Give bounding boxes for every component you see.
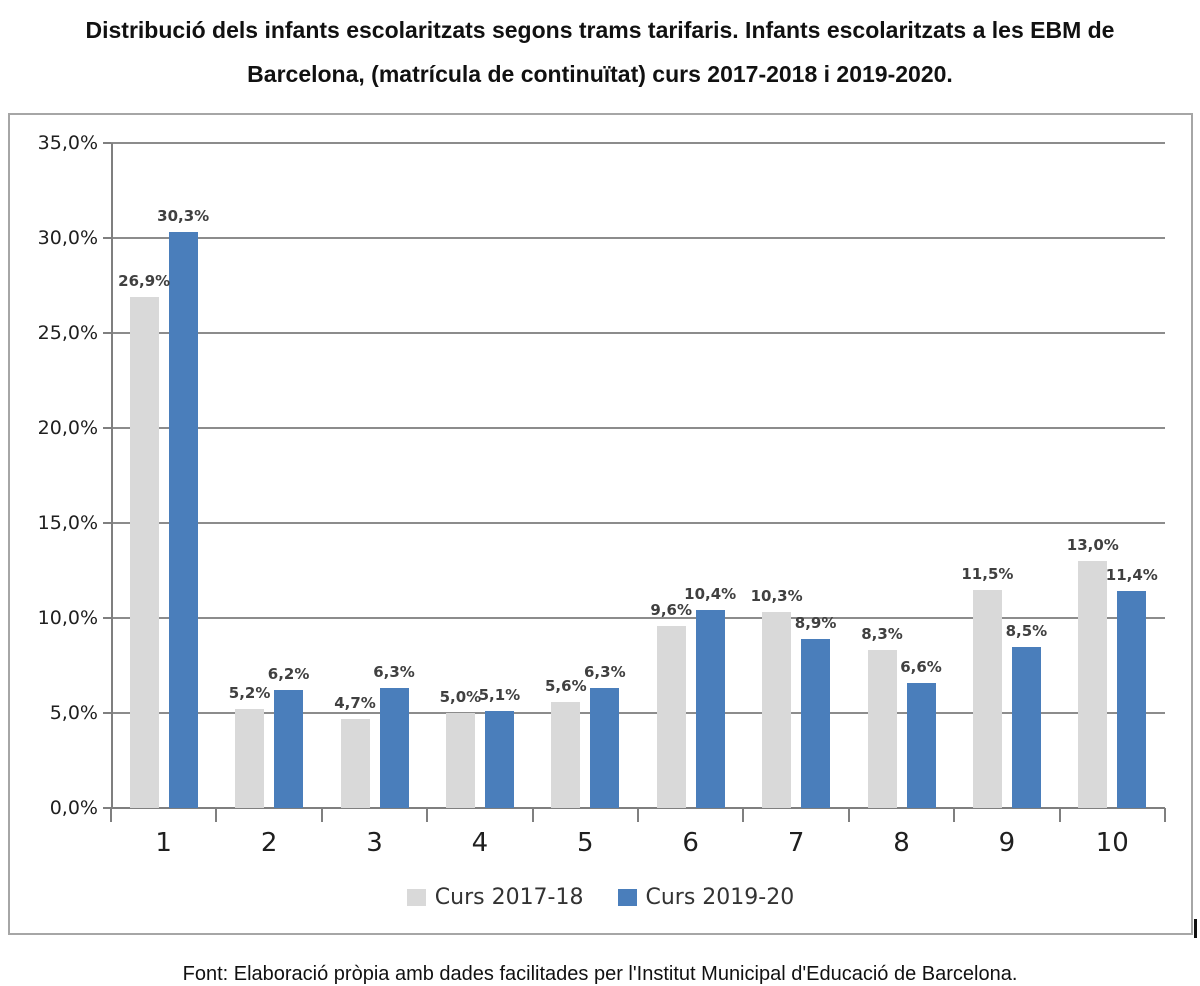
x-axis-label-3: 3	[366, 828, 383, 858]
data-label-cat4-s1: 5,0%	[439, 688, 482, 706]
chart-title-line1: Distribució dels infants escolaritzats s…	[85, 17, 1115, 43]
bar-curs-2019-20-cat2	[274, 690, 304, 808]
y-tick-5	[103, 712, 111, 714]
x-axis-label-2: 2	[260, 828, 278, 858]
x-tick-2	[320, 808, 323, 822]
y-axis-line	[111, 143, 113, 808]
y-tick-25	[103, 332, 111, 334]
gridline-25	[111, 332, 1165, 334]
bar-curs-2017-18-cat6	[656, 625, 686, 808]
gridline-5	[111, 712, 1165, 714]
data-label-cat7-s1: 10,3%	[750, 587, 803, 606]
source-note: Font: Elaboració pròpia amb dades facili…	[182, 963, 1018, 985]
y-axis-label: 5,0%	[49, 702, 98, 724]
x-tick-8	[953, 808, 956, 822]
bar-curs-2019-20-cat8	[906, 682, 936, 808]
chart-frame: 0,0% 5,0% 10,0% 15,0% 20,0% 25,0% 30,0% 35,0% 2…	[8, 113, 1193, 935]
y-tick-35	[103, 142, 111, 144]
y-axis-label: 25,0%	[37, 322, 98, 344]
bar-curs-2017-18-cat7	[762, 612, 792, 808]
legend-item-2: Curs 2019-20	[617, 885, 795, 910]
bar-curs-2017-18-cat9	[972, 589, 1002, 808]
bar-curs-2019-20-cat7	[801, 638, 831, 808]
x-axis-label-4: 4	[471, 828, 489, 858]
legend-item-1: Curs 2017-18	[406, 885, 584, 910]
data-label-cat7-s2: 8,9%	[794, 613, 837, 632]
bar-curs-2017-18-cat5	[551, 701, 581, 808]
gridline-30	[111, 237, 1165, 239]
bar-curs-2017-18-cat2	[235, 709, 265, 808]
y-tick-30	[103, 237, 111, 239]
gridline-15	[111, 522, 1165, 524]
gridline-10	[111, 617, 1165, 619]
data-label-cat6-s1: 9,6%	[650, 600, 692, 619]
gridline-35	[111, 142, 1165, 144]
data-label-cat1-s2: 30,3%	[157, 207, 210, 226]
y-axis-label: 20,0%	[37, 417, 98, 439]
bar-curs-2019-20-cat10	[1117, 591, 1147, 808]
bar-curs-2019-20-cat6	[695, 610, 725, 808]
y-tick-20	[103, 427, 111, 429]
data-label-cat9-s1: 11,5%	[961, 564, 1014, 583]
data-label-cat10-s1: 13,0%	[1066, 536, 1119, 554]
y-axis-label: 0,0%	[49, 797, 98, 819]
bar-curs-2017-18-cat3	[340, 718, 370, 808]
x-tick-0	[110, 808, 112, 822]
data-label-cat4-s2: 5,1%	[478, 686, 521, 705]
x-axis-line	[103, 807, 1165, 809]
data-label-cat8-s1: 8,3%	[861, 625, 903, 644]
legend-label-1: Curs 2017-18	[434, 885, 584, 910]
text-cursor-artifact	[1194, 919, 1197, 938]
bar-curs-2017-18-cat4	[445, 713, 475, 808]
data-label-cat1-s1: 26,9%	[118, 271, 171, 290]
data-label-cat8-s2: 6,6%	[900, 657, 942, 676]
data-label-cat3-s2: 6,3%	[373, 663, 415, 682]
y-axis-label: 10,0%	[37, 607, 98, 629]
x-axis-label-7: 7	[787, 828, 805, 858]
data-label-cat6-s2: 10,4%	[684, 585, 737, 604]
bar-curs-2017-18-cat10	[1078, 561, 1108, 808]
legend: Curs 2017-18 Curs 2019-20	[10, 885, 1191, 910]
gridline-20	[111, 427, 1165, 429]
bar-curs-2017-18-cat1	[129, 296, 159, 808]
data-label-cat5-s2: 6,3%	[583, 663, 626, 682]
bar-curs-2019-20-cat5	[590, 688, 620, 808]
data-label-cat2-s1: 5,2%	[228, 684, 271, 703]
x-axis-label-5: 5	[577, 828, 594, 858]
bar-curs-2019-20-cat3	[379, 688, 409, 808]
bar-curs-2019-20-cat1	[168, 232, 198, 808]
bar-curs-2019-20-cat9	[1011, 646, 1041, 808]
data-label-cat9-s2: 8,5%	[1005, 621, 1048, 640]
x-tick-1	[215, 808, 218, 822]
x-tick-10	[1164, 808, 1166, 822]
bar-curs-2017-18-cat8	[867, 650, 897, 808]
x-axis-label-1: 1	[155, 828, 172, 858]
legend-swatch-1	[406, 889, 426, 906]
x-tick-7	[847, 808, 850, 822]
y-axis-label: 15,0%	[37, 512, 98, 534]
y-axis-label: 30,0%	[37, 227, 98, 249]
legend-label-2: Curs 2019-20	[645, 885, 795, 910]
x-axis-label-10: 10	[1095, 828, 1129, 858]
bar-curs-2019-20-cat4	[484, 711, 514, 808]
x-axis-label-9: 9	[998, 828, 1016, 858]
data-label-cat5-s1: 5,6%	[544, 676, 587, 695]
x-tick-9	[1058, 808, 1061, 822]
x-axis-label-6: 6	[682, 828, 699, 858]
data-label-cat2-s2: 6,2%	[267, 665, 310, 684]
data-label-cat10-s2: 11,4%	[1105, 566, 1158, 585]
chart-title: Distribució dels infants escolaritzats s…	[0, 8, 1200, 96]
y-tick-15	[103, 522, 111, 524]
x-tick-5	[637, 808, 639, 822]
y-axis-label: 35,0%	[37, 132, 98, 154]
x-tick-4	[531, 808, 534, 822]
data-label-cat3-s1: 4,7%	[334, 693, 376, 712]
x-tick-6	[742, 808, 745, 822]
legend-swatch-2	[617, 889, 637, 906]
x-tick-3	[426, 808, 429, 822]
y-tick-10	[103, 617, 111, 619]
chart-title-line2: Barcelona, (matrícula de continuïtat) cu…	[247, 61, 953, 87]
x-axis-label-8: 8	[893, 828, 910, 858]
